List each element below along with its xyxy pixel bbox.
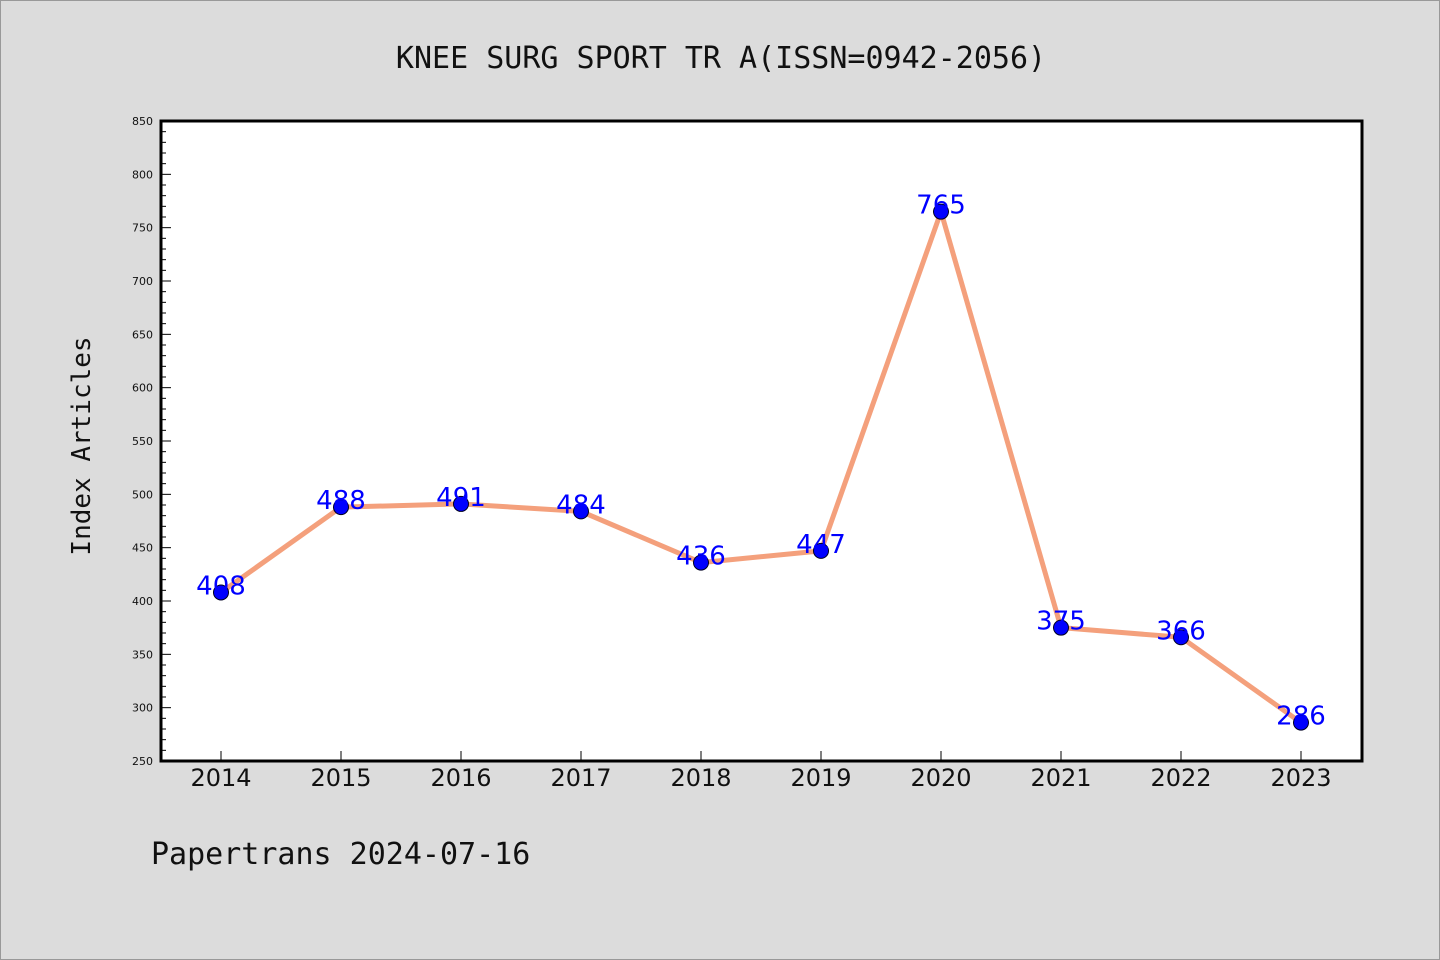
x-tick-label: 2020 [910, 764, 971, 792]
x-tick-label: 2017 [550, 764, 611, 792]
data-point [693, 554, 709, 571]
data-point [933, 203, 949, 220]
x-tick-label: 2023 [1270, 764, 1331, 792]
y-tick-label: 500 [132, 488, 153, 501]
y-tick-label: 800 [132, 168, 153, 181]
data-label: 484 [556, 490, 606, 520]
y-axis-ticks: 250 300 350 400 450 500 550 600 650 700 750 800 850 [132, 115, 171, 768]
x-axis-ticks: 2014 2015 2016 2017 2018 2019 2020 2021 2022 2023 [190, 751, 1332, 792]
data-label: 491 [436, 483, 486, 513]
data-label: 447 [796, 530, 846, 560]
series-line [218, 209, 1304, 726]
y-tick-label: 350 [132, 648, 153, 661]
y-tick-label: 450 [132, 542, 153, 555]
y-tick-label: 750 [132, 222, 153, 235]
data-point [1053, 619, 1069, 636]
y-tick-label: 400 [132, 595, 153, 608]
data-point [333, 499, 349, 516]
chart-title: KNEE SURG SPORT TR A(ISSN=0942-2056) [396, 41, 1046, 76]
data-label: 408 [196, 571, 246, 601]
data-point [453, 495, 469, 512]
x-tick-label: 2021 [1030, 764, 1091, 792]
y-tick-label: 700 [132, 275, 153, 288]
data-label: 366 [1156, 616, 1206, 646]
footer-source-date: Papertrans 2024-07-16 [151, 837, 530, 872]
y-tick-label: 600 [132, 382, 153, 395]
y-tick-label: 650 [132, 328, 153, 341]
x-tick-label: 2022 [1150, 764, 1211, 792]
data-point [1173, 629, 1189, 646]
y-minor-ticks [161, 131, 166, 751]
data-point [573, 503, 589, 520]
data-label: 286 [1276, 702, 1326, 732]
data-labels: 408 488 491 484 436 447 765 375 366 286 [196, 191, 1326, 732]
data-label: 375 [1036, 607, 1086, 637]
data-point [813, 542, 829, 559]
y-axis-label: Index Articles [67, 336, 97, 555]
x-tick-label: 2015 [310, 764, 371, 792]
data-label: 488 [316, 486, 366, 516]
data-label: 765 [916, 191, 966, 221]
y-tick-label: 850 [132, 115, 153, 128]
data-label: 436 [676, 542, 726, 572]
series-articles [218, 209, 1304, 726]
y-tick-label: 250 [132, 755, 153, 768]
data-point [1293, 714, 1309, 731]
y-tick-label: 300 [132, 702, 153, 715]
data-point [213, 584, 229, 601]
x-tick-label: 2018 [670, 764, 731, 792]
data-markers [213, 203, 1309, 731]
y-tick-label: 550 [132, 435, 153, 448]
x-tick-label: 2016 [430, 764, 491, 792]
plot-area [159, 119, 1364, 763]
x-tick-label: 2019 [790, 764, 851, 792]
x-tick-label: 2014 [190, 764, 251, 792]
